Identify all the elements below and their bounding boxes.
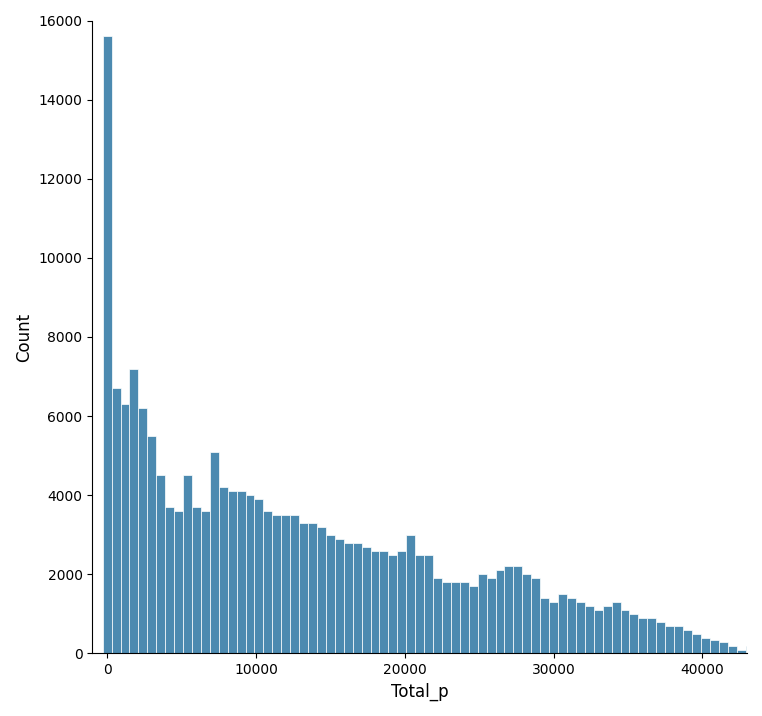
- Bar: [603, 606, 612, 654]
- Bar: [514, 566, 522, 654]
- Bar: [120, 405, 130, 654]
- Bar: [745, 646, 754, 654]
- Bar: [308, 523, 317, 654]
- Bar: [255, 499, 264, 654]
- Bar: [647, 618, 656, 654]
- Bar: [540, 598, 549, 654]
- Bar: [317, 527, 326, 654]
- Bar: [469, 586, 478, 654]
- Bar: [549, 602, 558, 654]
- Bar: [344, 543, 353, 654]
- Bar: [165, 507, 174, 654]
- Bar: [639, 618, 647, 654]
- Bar: [665, 626, 674, 654]
- Bar: [719, 642, 728, 654]
- Bar: [237, 491, 245, 654]
- Bar: [701, 638, 709, 654]
- Bar: [156, 475, 165, 654]
- Bar: [389, 555, 397, 654]
- Y-axis label: Count: Count: [15, 312, 33, 362]
- Bar: [754, 646, 762, 654]
- Bar: [584, 606, 594, 654]
- Bar: [612, 602, 620, 654]
- Bar: [576, 602, 584, 654]
- Bar: [683, 629, 692, 654]
- Bar: [504, 566, 514, 654]
- Bar: [245, 495, 255, 654]
- Bar: [210, 452, 219, 654]
- Bar: [281, 515, 290, 654]
- Bar: [228, 491, 237, 654]
- Bar: [219, 488, 228, 654]
- Bar: [424, 555, 433, 654]
- Bar: [174, 511, 183, 654]
- Bar: [397, 551, 406, 654]
- Bar: [495, 571, 504, 654]
- Bar: [478, 574, 487, 654]
- Bar: [362, 546, 370, 654]
- Bar: [353, 543, 362, 654]
- Bar: [147, 436, 156, 654]
- Bar: [415, 555, 424, 654]
- Bar: [728, 646, 737, 654]
- Bar: [111, 388, 120, 654]
- Bar: [451, 582, 459, 654]
- Bar: [531, 579, 540, 654]
- Bar: [370, 551, 379, 654]
- Bar: [620, 610, 629, 654]
- Bar: [290, 515, 299, 654]
- X-axis label: Total_p: Total_p: [391, 683, 449, 701]
- Bar: [594, 610, 603, 654]
- Bar: [299, 523, 308, 654]
- Bar: [656, 621, 665, 654]
- Bar: [487, 579, 495, 654]
- Bar: [183, 475, 192, 654]
- Bar: [103, 37, 111, 654]
- Bar: [522, 574, 531, 654]
- Bar: [326, 535, 335, 654]
- Bar: [335, 538, 344, 654]
- Bar: [567, 598, 576, 654]
- Bar: [379, 551, 389, 654]
- Bar: [442, 582, 451, 654]
- Bar: [459, 582, 469, 654]
- Bar: [406, 535, 415, 654]
- Bar: [709, 639, 719, 654]
- Bar: [629, 614, 639, 654]
- Bar: [272, 515, 281, 654]
- Bar: [674, 626, 683, 654]
- Bar: [737, 649, 745, 654]
- Bar: [433, 579, 442, 654]
- Bar: [201, 511, 210, 654]
- Bar: [192, 507, 201, 654]
- Bar: [264, 511, 272, 654]
- Bar: [139, 408, 147, 654]
- Bar: [558, 594, 567, 654]
- Bar: [692, 634, 701, 654]
- Bar: [130, 369, 139, 654]
